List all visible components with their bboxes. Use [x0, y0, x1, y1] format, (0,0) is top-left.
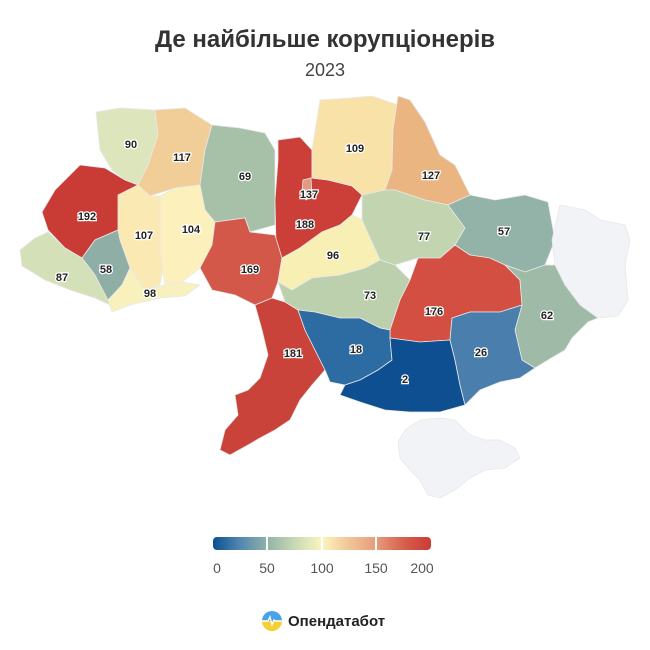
- label-zakarpattia: 87: [56, 272, 68, 284]
- label-lviv: 192: [78, 211, 96, 223]
- label-kherson: 2: [402, 374, 408, 386]
- legend-divider: [321, 537, 323, 550]
- legend-label-100: 100: [310, 560, 334, 576]
- legend-label-150: 150: [364, 560, 388, 576]
- label-kharkiv: 57: [498, 226, 510, 238]
- color-scale-legend: [213, 537, 431, 550]
- label-vinnytsia: 169: [241, 264, 259, 276]
- legend-labels: 0 50 100 150 200: [203, 560, 443, 578]
- region-zhytomyr[interactable]: [199, 124, 276, 233]
- label-chernivtsi: 98: [144, 288, 156, 300]
- legend-label-200: 200: [410, 560, 434, 576]
- label-kyiv-oblast: 188: [296, 219, 314, 231]
- label-cherkasy: 96: [327, 250, 339, 262]
- opendatabot-logo-icon: [262, 611, 282, 631]
- label-kirovohrad: 73: [364, 290, 376, 302]
- label-zaporizhzhia: 26: [475, 347, 487, 359]
- legend-label-50: 50: [259, 560, 275, 576]
- legend-divider: [266, 537, 268, 550]
- region-zaporizhzhia[interactable]: [449, 304, 536, 406]
- label-dnipro: 176: [425, 306, 443, 318]
- region-crimea[interactable]: [397, 417, 521, 499]
- label-sumy: 127: [422, 170, 440, 182]
- label-zhytomyr: 69: [239, 171, 251, 183]
- brand-footer: Опендатабот: [262, 611, 385, 631]
- legend-label-0: 0: [213, 560, 221, 576]
- region-chernivtsi[interactable]: [107, 267, 202, 313]
- label-odesa: 181: [284, 348, 302, 360]
- region-kyiv-city[interactable]: [301, 177, 313, 201]
- chart-title: Де найбільше корупціонерів: [154, 26, 496, 53]
- label-chernihiv: 109: [346, 143, 364, 155]
- label-rivne: 117: [173, 152, 191, 164]
- label-khmelnytskyi: 104: [182, 224, 201, 236]
- brand-name: Опендатабот: [288, 612, 386, 630]
- label-ivano-frankivsk: 58: [100, 264, 112, 276]
- label-poltava: 77: [418, 231, 430, 243]
- label-volyn: 90: [125, 139, 137, 151]
- region-sumy[interactable]: [384, 95, 471, 206]
- label-ternopil: 107: [135, 230, 153, 242]
- label-donetsk: 62: [541, 310, 553, 322]
- legend-divider: [375, 537, 377, 550]
- label-mykolaiv: 18: [350, 344, 362, 356]
- chart-subtitle: 2023: [304, 60, 346, 80]
- label-kyiv-city: 137: [300, 189, 318, 201]
